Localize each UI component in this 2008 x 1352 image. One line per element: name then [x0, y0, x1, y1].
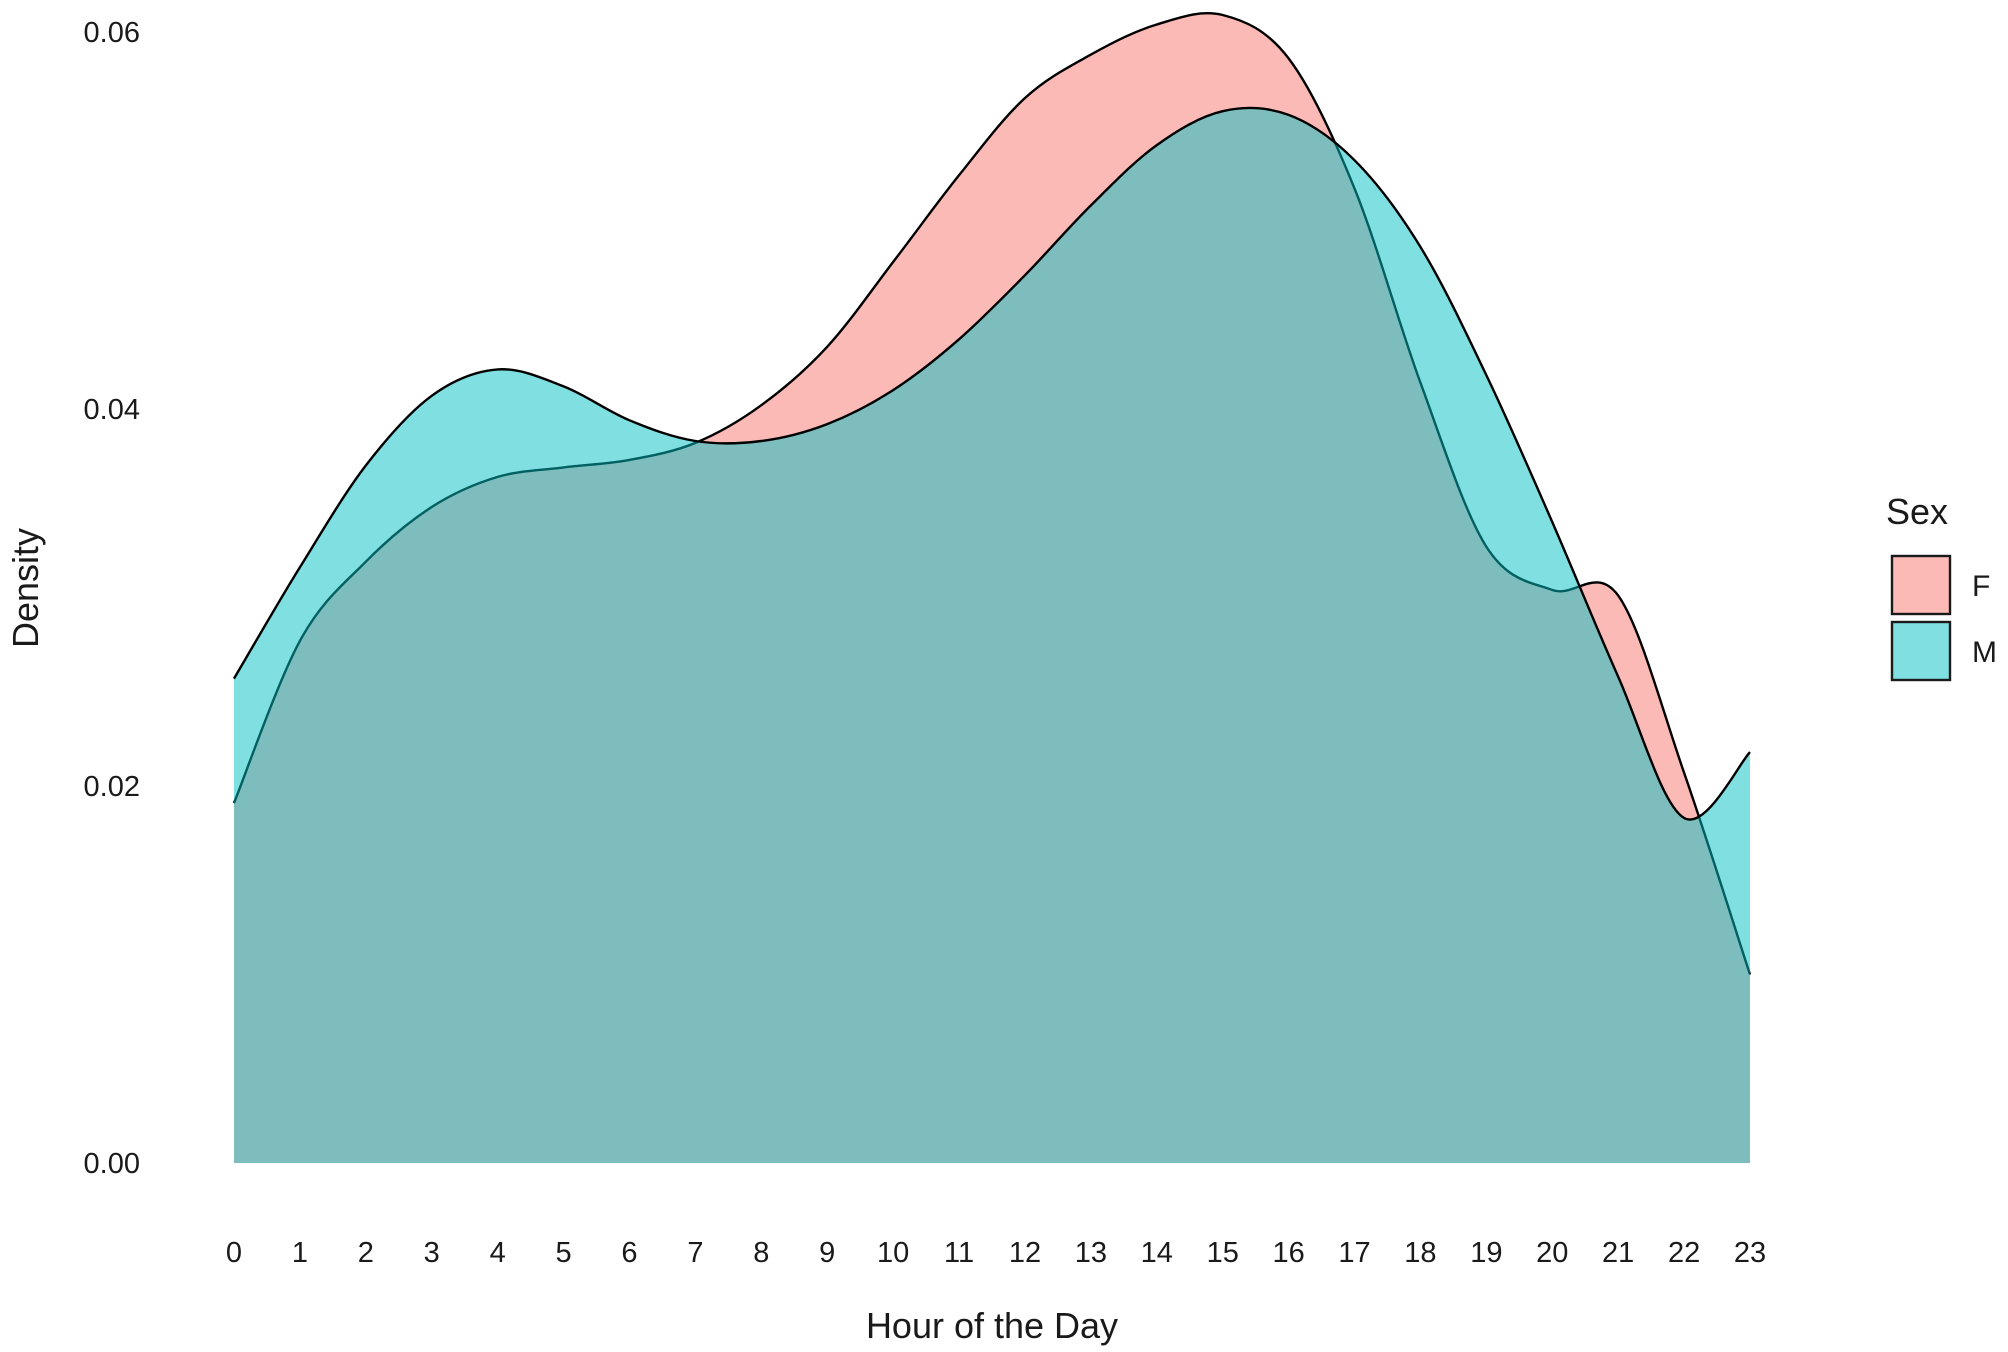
legend-title: Sex: [1886, 491, 1948, 532]
x-tick-label: 0: [226, 1237, 242, 1269]
x-tick-label: 7: [687, 1237, 703, 1269]
x-tick-label: 4: [490, 1237, 506, 1269]
x-tick-label: 12: [1009, 1237, 1041, 1269]
y-tick-label: 0.00: [84, 1148, 140, 1180]
density-area-M: [234, 107, 1750, 1164]
x-tick-label: 10: [877, 1237, 909, 1269]
x-tick-label: 9: [819, 1237, 835, 1269]
density-line-M: [232, 106, 1751, 821]
x-tick-label: 22: [1668, 1237, 1700, 1269]
x-tick-label: 21: [1602, 1237, 1634, 1269]
x-axis: 0 1 2 3 4 5 6 7 8 9 10 11 12 13 14 15 16 17 18 19 20 21 22 23: [226, 1237, 1766, 1269]
legend-label-F: F: [1972, 570, 1990, 603]
x-tick-label: 23: [1734, 1237, 1766, 1269]
plot-area: [232, 11, 1752, 1164]
legend-label-M: M: [1972, 636, 1997, 669]
x-tick-label: 6: [621, 1237, 637, 1269]
x-tick-label: 18: [1404, 1237, 1436, 1269]
y-axis-title: Density: [5, 528, 46, 648]
y-axis: 0.00 0.02 0.04 0.06: [84, 17, 140, 1180]
legend-key-F: [1890, 554, 1952, 616]
x-tick-label: 3: [424, 1237, 440, 1269]
y-tick-label: 0.04: [84, 394, 140, 426]
x-tick-label: 19: [1470, 1237, 1502, 1269]
x-tick-label: 13: [1075, 1237, 1107, 1269]
x-tick-label: 8: [753, 1237, 769, 1269]
x-tick-label: 15: [1207, 1237, 1239, 1269]
x-tick-label: 16: [1272, 1237, 1304, 1269]
y-tick-label: 0.02: [84, 771, 140, 803]
x-tick-label: 17: [1338, 1237, 1370, 1269]
y-tick-label: 0.06: [84, 17, 140, 49]
x-tick-label: 20: [1536, 1237, 1568, 1269]
x-tick-label: 5: [555, 1237, 571, 1269]
legend: Sex FM: [1886, 491, 1997, 682]
x-tick-label: 1: [292, 1237, 308, 1269]
x-axis-title: Hour of the Day: [866, 1305, 1118, 1346]
x-tick-label: 2: [358, 1237, 374, 1269]
legend-key-M: [1890, 620, 1952, 682]
x-tick-label: 14: [1141, 1237, 1173, 1269]
x-tick-label: 11: [944, 1237, 974, 1269]
